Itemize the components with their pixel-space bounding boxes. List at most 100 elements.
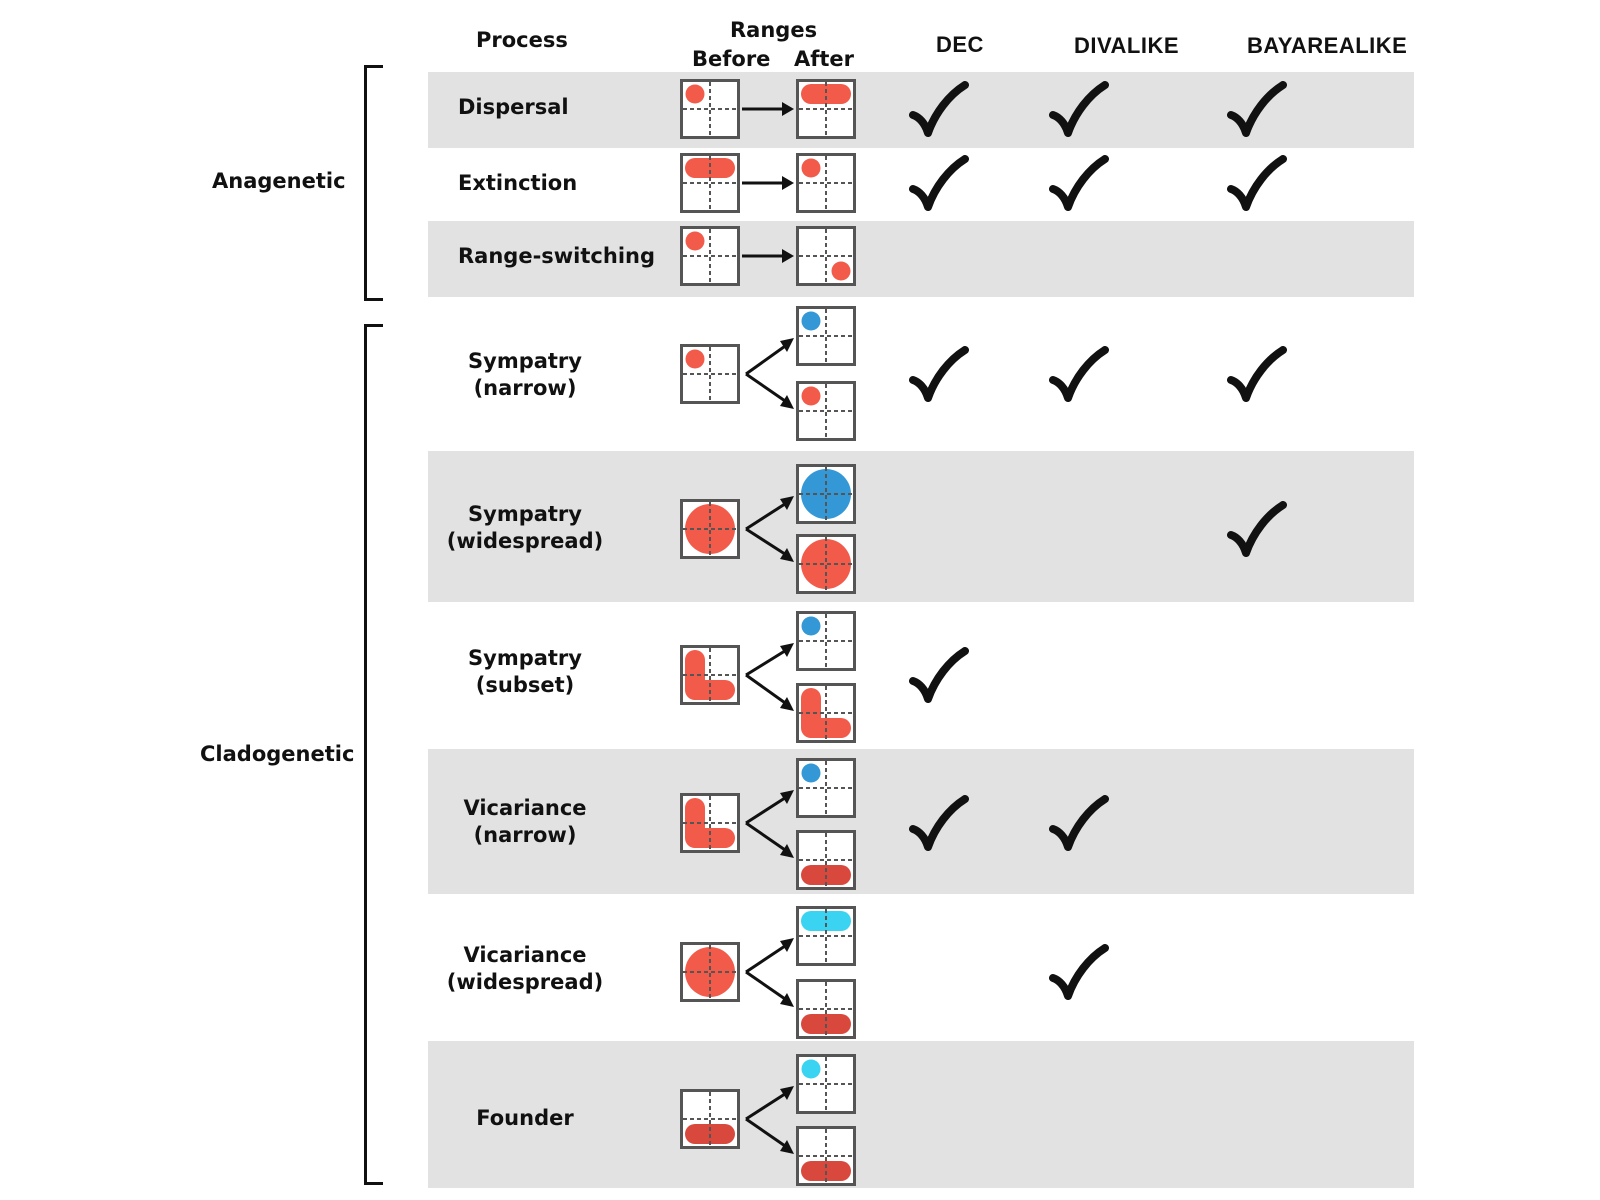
- after-header: After: [794, 47, 855, 71]
- range-circle: [801, 469, 851, 519]
- range-dot: [685, 84, 705, 104]
- row-band: [428, 749, 1414, 894]
- row-band: [428, 72, 1414, 148]
- anagenetic-label: Anagenetic: [212, 169, 346, 193]
- range-before: [680, 153, 740, 213]
- process-name: Range-switching: [458, 243, 655, 270]
- anagenetic-bracket: [364, 65, 383, 301]
- range-dot: [685, 231, 705, 251]
- model-header-dec: DEC: [936, 32, 984, 57]
- range-before: [680, 499, 740, 559]
- range-before: [680, 645, 740, 705]
- process-name: Vicariance (widespread): [430, 942, 620, 996]
- process-name-line2: (subset): [475, 673, 575, 697]
- process-name-line1: Sympatry: [468, 502, 582, 526]
- process-name-line2: (narrow): [473, 376, 577, 400]
- checkmark-icon: [1227, 81, 1287, 137]
- process-name-line1: Dispersal: [458, 94, 569, 119]
- process-name-line1: Founder: [476, 1105, 574, 1130]
- range-bar: [801, 84, 851, 104]
- range-before: [680, 793, 740, 853]
- process-name: Sympatry (widespread): [430, 501, 620, 555]
- range-after-daughter-2: [796, 979, 856, 1039]
- range-before: [680, 1089, 740, 1149]
- process-name-line2: (narrow): [473, 823, 577, 847]
- process-name-line1: Sympatry: [468, 349, 582, 373]
- process-name-line2: (widespread): [446, 970, 604, 994]
- range-after-daughter-1: [796, 906, 856, 966]
- range-l-shape: [685, 650, 735, 700]
- fork-arrows-icon: [745, 496, 794, 562]
- range-after-daughter-2: [796, 683, 856, 743]
- range-after-daughter-1: [796, 758, 856, 818]
- ranges-header: Ranges: [730, 18, 818, 42]
- range-before: [680, 344, 740, 404]
- process-name-line1: Sympatry: [468, 646, 582, 670]
- checkmark-icon: [1049, 155, 1109, 211]
- arrow-right-icon: [742, 176, 794, 190]
- before-header: Before: [692, 47, 771, 71]
- range-circle: [685, 947, 735, 997]
- checkmark-icon: [909, 795, 969, 851]
- range-after-daughter-1: [796, 611, 856, 671]
- process-name: Founder: [430, 1105, 620, 1132]
- process-name-line1: Extinction: [458, 170, 578, 195]
- range-dot: [801, 386, 821, 406]
- model-header-divalike: DIVALIKE: [1074, 33, 1180, 58]
- checkmark-icon: [1227, 501, 1287, 557]
- row-band: [428, 221, 1414, 297]
- range-dot: [831, 261, 851, 281]
- row-band: [428, 1041, 1414, 1188]
- process-name: Dispersal: [458, 94, 569, 121]
- checkmark-icon: [1049, 346, 1109, 402]
- range-after-daughter-1: [796, 464, 856, 524]
- checkmark-icon: [1049, 81, 1109, 137]
- range-before: [680, 226, 740, 286]
- checkmark-icon: [909, 81, 969, 137]
- checkmark-icon: [909, 647, 969, 703]
- process-name-line2: (widespread): [446, 529, 604, 553]
- range-before: [680, 79, 740, 139]
- checkmark-icon: [909, 155, 969, 211]
- process-header: Process: [476, 28, 568, 52]
- range-circle: [685, 504, 735, 554]
- range-after-daughter-2: [796, 381, 856, 441]
- fork-arrows-icon: [745, 1086, 794, 1154]
- range-after-daughter-2: [796, 1126, 856, 1186]
- range-bar: [685, 158, 735, 178]
- fork-arrows-icon: [745, 643, 794, 711]
- fork-arrows-icon: [745, 938, 794, 1007]
- range-dot: [801, 763, 821, 783]
- range-circle: [801, 539, 851, 589]
- checkmark-icon: [1227, 346, 1287, 402]
- range-after-daughter-1: [796, 306, 856, 366]
- range-dot: [801, 616, 821, 636]
- process-name: Extinction: [458, 170, 577, 197]
- arrow-right-icon: [742, 249, 794, 263]
- row-band: [428, 451, 1414, 602]
- arrow-right-icon: [742, 102, 794, 116]
- range-after-daughter-1: [796, 1054, 856, 1114]
- range-l-shape: [801, 688, 851, 738]
- process-name: Vicariance (narrow): [430, 795, 620, 849]
- checkmark-icon: [1049, 944, 1109, 1000]
- process-name: Sympatry (subset): [430, 645, 620, 699]
- checkmark-icon: [909, 346, 969, 402]
- cladogenetic-label: Cladogenetic: [200, 742, 355, 766]
- range-dot: [801, 158, 821, 178]
- range-after-daughter-2: [796, 534, 856, 594]
- range-after: [796, 153, 856, 213]
- fork-arrows-icon: [745, 338, 794, 409]
- checkmark-icon: [1227, 155, 1287, 211]
- range-l-shape: [685, 798, 735, 848]
- process-name: Sympatry (narrow): [430, 348, 620, 402]
- range-dot: [801, 1059, 821, 1079]
- range-after: [796, 226, 856, 286]
- checkmark-icon: [1049, 795, 1109, 851]
- range-before: [680, 942, 740, 1002]
- range-dot: [801, 311, 821, 331]
- model-header-bayarealike: BAYAREALIKE: [1247, 33, 1408, 58]
- process-name-line1: Vicariance: [463, 943, 587, 967]
- process-name-line1: Range-switching: [458, 243, 655, 268]
- range-after-daughter-2: [796, 830, 856, 890]
